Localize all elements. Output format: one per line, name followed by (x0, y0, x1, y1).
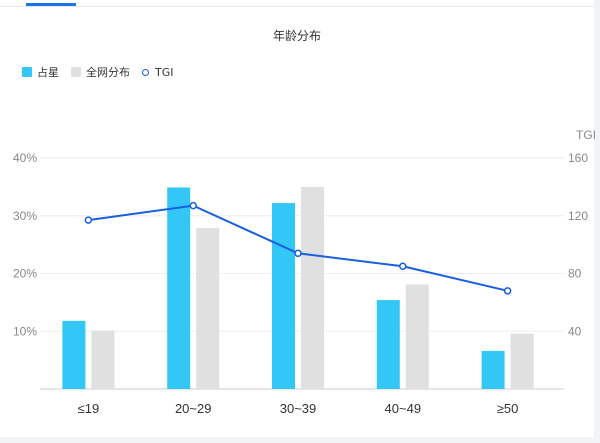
tgi-point (189, 201, 197, 210)
bar-zhanxing (376, 300, 400, 389)
y-left-tick-label: 20% (13, 267, 37, 281)
legend-swatch-quanwang (71, 67, 81, 77)
legend-marker-tgi (142, 68, 149, 76)
legend-item-zhanxing[interactable]: 占星 (22, 64, 59, 80)
legend-item-tgi[interactable]: TGI (142, 66, 174, 79)
bar-quanwang (91, 330, 115, 389)
legend-swatch-zhanxing (22, 67, 32, 77)
bar-quanwang (196, 227, 220, 389)
y-left-tick-label: 40% (13, 151, 37, 165)
bar-quanwang (510, 333, 534, 389)
x-tick-label: 40~49 (385, 401, 422, 416)
y-right-tick-label: 120 (568, 209, 588, 223)
legend-label-tgi: TGI (155, 65, 174, 79)
tgi-point (84, 216, 93, 224)
bar-quanwang (301, 186, 324, 389)
y-left-tick-label: 10% (13, 324, 37, 338)
y-right-tick-label: 40 (568, 324, 582, 338)
tgi-line (88, 204, 508, 292)
legend-label-zhanxing: 占星 (37, 66, 59, 79)
legend-label-quanwang: 全网分布 (86, 66, 130, 79)
tgi-point (503, 287, 512, 295)
y-left-tick-label: 30% (13, 209, 37, 223)
tgi-point (399, 262, 407, 271)
bar-zhanxing (272, 203, 295, 389)
x-tick-label: ≤19 (78, 401, 100, 416)
chart-title: 年龄分布 (272, 29, 321, 43)
tab-divider (0, 6, 594, 7)
y-right-axis-label: TGI (576, 128, 596, 142)
x-tick-label: 30~39 (280, 401, 317, 416)
chart-legend: 占星 全网分布 TGI (22, 64, 186, 80)
tgi-point (294, 249, 302, 258)
x-tick-label: 20~29 (175, 401, 212, 416)
bar-zhanxing (62, 320, 86, 389)
y-right-tick-label: 80 (568, 267, 582, 281)
legend-item-quanwang[interactable]: 全网分布 (71, 64, 130, 80)
active-tab-indicator (26, 3, 76, 6)
bar-zhanxing (481, 350, 505, 389)
bar-zhanxing (167, 187, 191, 389)
x-tick-label: ≥50 (497, 401, 519, 416)
bar-quanwang (405, 284, 429, 389)
y-right-tick-label: 160 (568, 151, 588, 165)
